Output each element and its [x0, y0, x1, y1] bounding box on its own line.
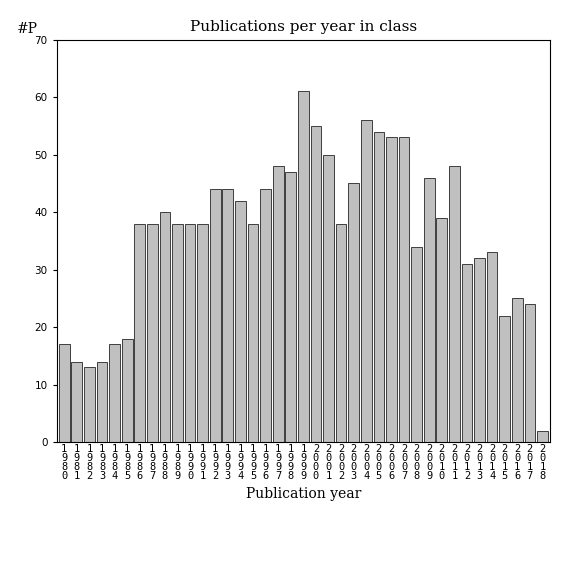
Bar [500, 316, 510, 442]
Bar [361, 120, 371, 442]
Bar [424, 177, 434, 442]
Bar [109, 345, 120, 442]
Bar [59, 345, 70, 442]
Bar [285, 172, 296, 442]
Bar [374, 132, 384, 442]
Bar [462, 264, 472, 442]
Bar [71, 362, 82, 442]
Bar [260, 189, 271, 442]
Title: Publications per year in class: Publications per year in class [190, 20, 417, 35]
Bar [185, 224, 196, 442]
Bar [449, 166, 460, 442]
Bar [298, 91, 308, 442]
Bar [386, 137, 397, 442]
Bar [512, 298, 523, 442]
Bar [84, 367, 95, 442]
X-axis label: Publication year: Publication year [246, 487, 361, 501]
Bar [122, 338, 133, 442]
Bar [273, 166, 284, 442]
Bar [134, 224, 145, 442]
Bar [235, 201, 246, 442]
Bar [437, 218, 447, 442]
Bar [172, 224, 183, 442]
Bar [399, 137, 409, 442]
Bar [323, 155, 334, 442]
Bar [311, 126, 321, 442]
Bar [210, 189, 221, 442]
Bar [147, 224, 158, 442]
Bar [222, 189, 233, 442]
Bar [524, 304, 535, 442]
Bar [537, 431, 548, 442]
Y-axis label: #P: #P [16, 22, 37, 36]
Bar [411, 247, 422, 442]
Bar [159, 212, 170, 442]
Bar [348, 184, 359, 442]
Bar [248, 224, 259, 442]
Bar [474, 258, 485, 442]
Bar [96, 362, 107, 442]
Bar [336, 224, 346, 442]
Bar [197, 224, 208, 442]
Bar [486, 252, 497, 442]
